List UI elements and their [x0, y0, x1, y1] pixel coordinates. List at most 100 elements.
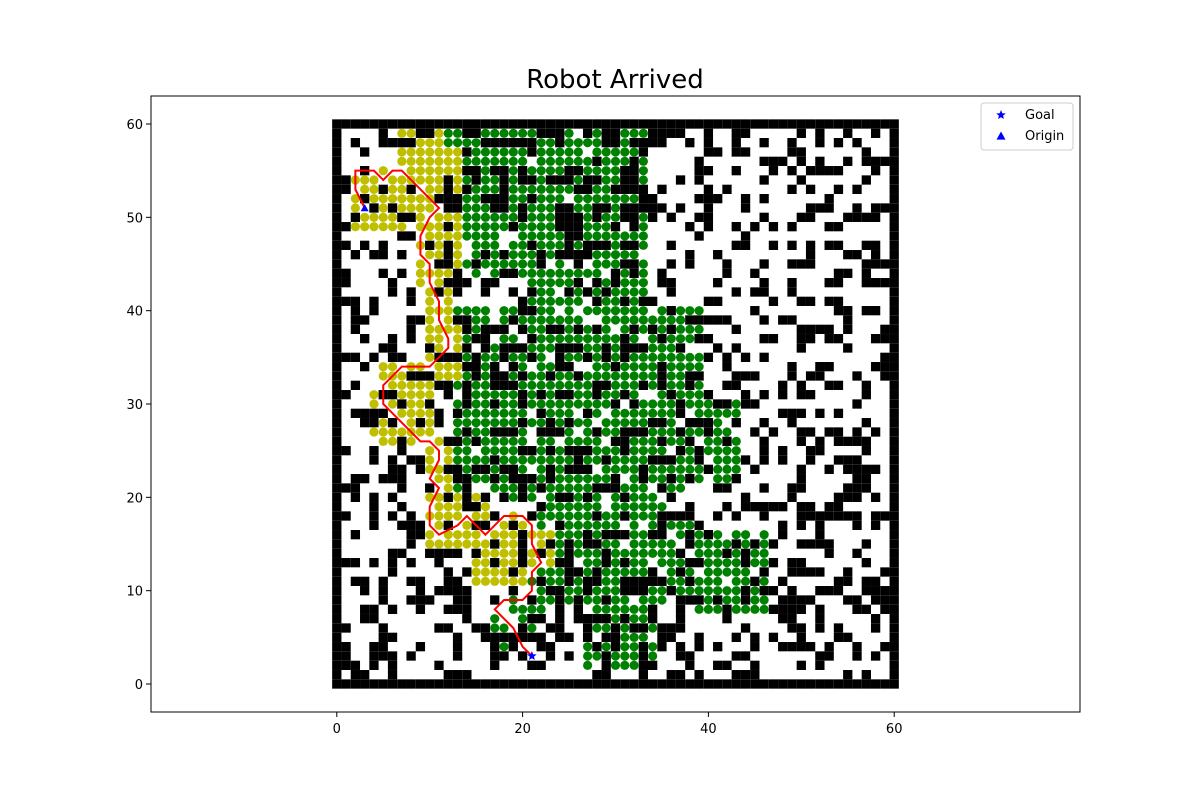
- origin-marker: [360, 204, 369, 212]
- obstacle-cell: [722, 660, 732, 670]
- obstacle-cell: [508, 567, 518, 577]
- obstacle-cell: [815, 119, 825, 129]
- visited-point-goal: [610, 539, 621, 549]
- obstacle-cell: [889, 138, 899, 148]
- obstacle-cell: [508, 343, 518, 353]
- obstacle-cell: [369, 511, 379, 521]
- obstacle-cell: [657, 380, 667, 390]
- visited-point-origin: [462, 530, 472, 540]
- obstacle-cell: [833, 623, 844, 633]
- obstacle-cell: [499, 492, 509, 502]
- obstacle-cell: [648, 530, 658, 540]
- visited-point-goal: [731, 558, 741, 568]
- obstacle-cell: [378, 119, 388, 129]
- visited-point-goal: [583, 203, 593, 213]
- obstacle-cell: [508, 315, 518, 325]
- visited-point-origin: [415, 380, 426, 390]
- visited-point-origin: [397, 156, 407, 166]
- visited-point-goal: [499, 212, 509, 222]
- visited-point-goal: [564, 436, 574, 446]
- obstacle-cell: [425, 240, 435, 250]
- obstacle-cell: [815, 371, 825, 381]
- visited-point-goal: [536, 595, 546, 605]
- obstacle-cell: [750, 287, 760, 297]
- obstacle-cell: [889, 464, 899, 474]
- obstacle-cell: [843, 250, 853, 260]
- visited-point-origin: [452, 147, 463, 157]
- obstacle-cell: [480, 464, 491, 474]
- visited-point-goal: [536, 604, 546, 614]
- visited-point-origin: [434, 166, 444, 176]
- visited-point-goal: [555, 399, 565, 409]
- obstacle-cell: [332, 586, 342, 596]
- obstacle-cell: [787, 614, 797, 624]
- visited-point-goal: [527, 604, 537, 614]
- obstacle-cell: [610, 184, 621, 194]
- obstacle-cell: [332, 539, 342, 549]
- obstacle-cell: [592, 614, 602, 624]
- visited-point-goal: [490, 184, 500, 194]
- obstacle-cell: [536, 483, 546, 493]
- obstacle-cell: [545, 371, 556, 381]
- visited-point-goal: [731, 548, 741, 558]
- visited-point-origin: [490, 576, 500, 586]
- obstacle-cell: [601, 343, 611, 353]
- obstacle-cell: [499, 651, 509, 661]
- obstacle-cell: [768, 632, 779, 642]
- obstacle-cell: [592, 390, 602, 400]
- visited-point-origin: [387, 362, 398, 372]
- obstacle-cell: [378, 642, 388, 652]
- obstacle-cell: [815, 324, 825, 334]
- visited-point-goal: [694, 530, 704, 540]
- obstacle-cell: [564, 567, 574, 577]
- visited-point-goal: [694, 324, 704, 334]
- obstacle-cell: [880, 156, 890, 166]
- visited-point-goal: [629, 278, 639, 288]
- obstacle-cell: [332, 642, 342, 652]
- obstacle-cell: [833, 455, 844, 465]
- obstacle-cell: [387, 670, 398, 680]
- visited-point-goal: [555, 474, 565, 484]
- visited-point-goal: [480, 474, 491, 484]
- obstacle-cell: [341, 296, 351, 306]
- obstacle-cell: [824, 296, 834, 306]
- visited-point-goal: [583, 660, 593, 670]
- obstacle-cell: [415, 371, 426, 381]
- obstacle-cell: [629, 324, 639, 334]
- visited-point-origin: [397, 380, 407, 390]
- visited-point-origin: [397, 194, 407, 204]
- obstacle-cell: [657, 268, 667, 278]
- visited-point-goal: [499, 623, 509, 633]
- visited-point-goal: [583, 483, 593, 493]
- visited-point-origin: [425, 203, 435, 213]
- visited-point-goal: [564, 380, 574, 390]
- obstacle-cell: [833, 306, 844, 316]
- obstacle-cell: [889, 660, 899, 670]
- chart-title: Robot Arrived: [526, 65, 704, 95]
- obstacle-cell: [815, 203, 825, 213]
- obstacle-cell: [861, 586, 871, 596]
- obstacle-cell: [722, 268, 732, 278]
- obstacle-cell: [787, 623, 797, 633]
- obstacle-cell: [833, 679, 844, 689]
- obstacle-cell: [341, 642, 351, 652]
- obstacle-cell: [629, 222, 639, 232]
- visited-point-goal: [731, 446, 741, 456]
- visited-point-goal: [592, 250, 602, 260]
- visited-point-goal: [555, 530, 565, 540]
- visited-point-goal: [518, 222, 528, 232]
- obstacle-cell: [703, 166, 714, 176]
- visited-point-origin: [443, 511, 453, 521]
- visited-point-goal: [620, 128, 630, 138]
- obstacle-cell: [425, 679, 435, 689]
- obstacle-cell: [796, 175, 806, 185]
- obstacle-cell: [350, 530, 361, 540]
- visited-point-goal: [592, 455, 602, 465]
- obstacle-cell: [889, 334, 899, 344]
- visited-point-goal: [490, 418, 500, 428]
- visited-point-goal: [592, 362, 602, 372]
- visited-point-origin: [452, 231, 463, 241]
- obstacle-cell: [415, 520, 426, 530]
- obstacle-cell: [759, 138, 769, 148]
- visited-point-goal: [648, 511, 658, 521]
